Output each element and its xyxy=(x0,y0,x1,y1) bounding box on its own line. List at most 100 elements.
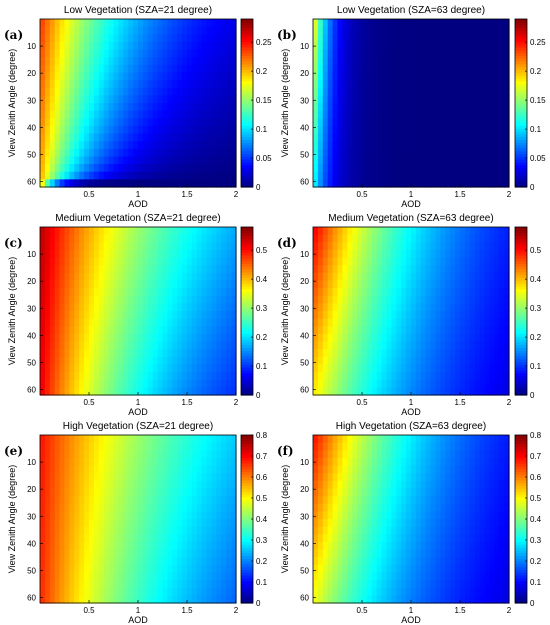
heatmap-cell xyxy=(108,49,115,58)
heatmap-cell xyxy=(177,465,183,474)
heatmap-cell xyxy=(167,26,173,35)
heatmap-cell xyxy=(177,488,183,497)
heatmap-cell xyxy=(98,242,105,251)
heatmap-cell xyxy=(499,148,505,158)
heatmap-cell xyxy=(133,179,139,188)
heatmap-cell xyxy=(376,295,383,304)
heatmap-cell xyxy=(93,118,100,127)
heatmap-cell xyxy=(108,311,115,320)
colorbar-segment xyxy=(515,249,527,253)
y-tick-label: 60 xyxy=(27,594,36,603)
heatmap-cell xyxy=(167,72,173,81)
heatmap-cell xyxy=(44,148,51,158)
heatmap-cell xyxy=(464,171,471,180)
heatmap-cell xyxy=(54,133,61,142)
colorbar-segment xyxy=(241,156,253,160)
heatmap-cell xyxy=(401,26,407,35)
heatmap-cell xyxy=(425,34,432,43)
heatmap-cell xyxy=(484,26,490,35)
colorbar-segment xyxy=(515,283,527,287)
colorbar-segment xyxy=(515,35,527,40)
heatmap-cell xyxy=(44,64,51,74)
colorbar-segment xyxy=(241,493,253,498)
y-tick-label: 30 xyxy=(300,304,309,313)
heatmap-cell xyxy=(98,49,105,58)
heatmap-cell xyxy=(366,148,373,158)
heatmap-cell xyxy=(415,265,422,274)
heatmap-cell xyxy=(113,503,119,512)
heatmap-cell xyxy=(226,133,232,142)
heatmap-cell xyxy=(49,349,56,358)
heatmap-cell xyxy=(113,164,119,173)
heatmap-cell xyxy=(133,148,139,158)
colorbar-segment xyxy=(241,496,253,500)
heatmap-cell xyxy=(211,57,217,66)
heatmap-cell xyxy=(123,333,129,343)
heatmap-cell xyxy=(128,242,134,251)
heatmap-cell xyxy=(162,333,168,343)
colorbar-segment xyxy=(241,507,253,512)
heatmap-cell xyxy=(479,249,486,259)
heatmap-cell xyxy=(474,49,481,58)
heatmap-cell xyxy=(406,110,412,119)
heatmap-cell xyxy=(182,227,188,236)
colorbar-segment xyxy=(515,341,527,346)
heatmap-cell xyxy=(415,156,422,165)
colorbar-frame xyxy=(514,18,528,188)
heatmap-cell xyxy=(479,372,486,381)
heatmap-cell xyxy=(440,164,446,173)
heatmap-cell xyxy=(172,288,178,297)
heatmap-cell xyxy=(474,41,481,51)
heatmap-cell xyxy=(362,87,368,96)
heatmap-cell xyxy=(44,41,51,51)
heatmap-cell xyxy=(425,272,432,282)
heatmap-cell xyxy=(84,57,90,66)
heatmap-cell xyxy=(54,303,61,312)
heatmap-cell xyxy=(474,295,481,304)
heatmap-cell xyxy=(201,95,208,104)
heatmap-cell xyxy=(376,379,383,388)
heatmap-cell xyxy=(342,49,348,58)
heatmap-cell xyxy=(79,95,85,104)
heatmap-cell xyxy=(337,349,343,358)
heatmap-cell xyxy=(79,87,85,96)
heatmap-cell xyxy=(479,311,486,320)
heatmap-cell xyxy=(79,249,85,259)
colorbar-segment xyxy=(241,35,253,40)
heatmap-cell xyxy=(313,87,319,96)
heatmap-cell xyxy=(406,318,412,327)
colorbar-tick-label: 0.15 xyxy=(530,96,546,105)
heatmap-cell xyxy=(411,341,417,350)
heatmap-cell xyxy=(347,318,353,327)
heatmap-cell xyxy=(177,356,183,366)
heatmap-cell xyxy=(450,257,456,266)
heatmap-cell xyxy=(420,242,427,251)
heatmap-cell xyxy=(216,156,222,165)
heatmap-cell xyxy=(74,95,80,104)
heatmap-cell xyxy=(464,326,471,335)
heatmap-cell xyxy=(317,234,324,243)
heatmap-cell xyxy=(40,141,46,150)
heatmap-cell xyxy=(40,450,46,459)
heatmap-cell xyxy=(103,511,110,520)
heatmap-cell xyxy=(211,356,217,366)
heatmap-cell xyxy=(196,488,203,497)
heatmap-cell xyxy=(59,303,66,312)
heatmap-cell xyxy=(152,57,159,66)
heatmap-cell xyxy=(191,141,198,150)
heatmap-cell xyxy=(313,26,319,35)
heatmap-cell xyxy=(74,326,80,335)
heatmap-cell xyxy=(64,541,70,551)
heatmap-cell xyxy=(206,234,213,243)
heatmap-cell xyxy=(474,311,481,320)
heatmap-cell xyxy=(201,133,208,142)
heatmap-cell xyxy=(123,242,129,251)
heatmap-cell xyxy=(147,148,154,158)
heatmap-cell xyxy=(430,57,437,66)
heatmap-cell xyxy=(342,288,348,297)
heatmap-cell xyxy=(489,156,495,165)
heatmap-cell xyxy=(313,356,319,366)
heatmap-cell xyxy=(40,595,46,604)
heatmap-cell xyxy=(386,80,392,89)
colorbar-tick-label: 0.5 xyxy=(256,494,268,503)
